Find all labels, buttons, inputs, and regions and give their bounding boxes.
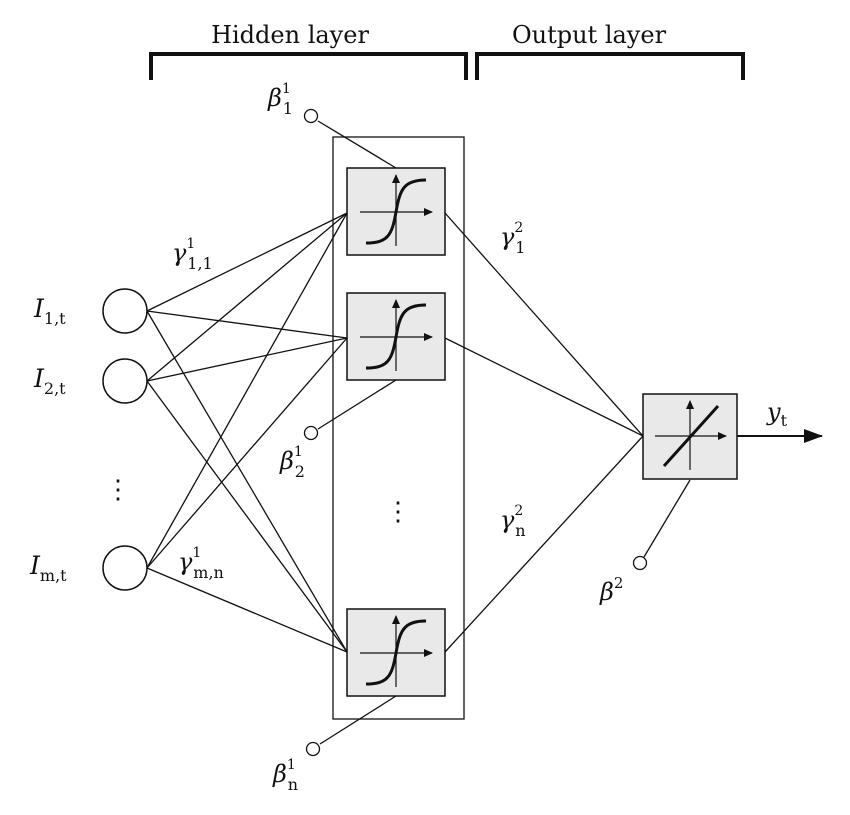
hidden-ellipsis: ⋮: [385, 497, 411, 527]
output-layer-bracket: [475, 52, 745, 80]
hidden-neuron-n: [346, 608, 446, 697]
bias-node-hidden-2: [303, 425, 319, 441]
input-label-1: I1,t: [33, 294, 66, 328]
weight-label-output-last: γ2 n: [500, 503, 526, 540]
input-label-m: Im,t: [29, 551, 67, 585]
sigmoid-curve-icon: [365, 303, 427, 370]
hidden-layer-frame: [332, 136, 465, 720]
input-neuron-2: [102, 358, 148, 404]
bias-node-hidden-n: [305, 741, 321, 757]
bias-label-hidden-n: β1 n: [272, 757, 298, 794]
bias-label-hidden-1: β1 1: [267, 81, 293, 118]
bias-label-output: β2: [599, 574, 623, 606]
input-neuron-m: [102, 545, 148, 591]
weight-label-hidden-last: γ1 m,n: [178, 545, 224, 582]
output-layer-header: Output layer: [512, 21, 667, 49]
hidden-neuron-1: [346, 167, 446, 256]
output-neuron: [642, 393, 738, 480]
input-neuron-1: [102, 288, 148, 334]
hidden-output-connections: [444, 212, 644, 653]
hidden-neuron-2: [346, 292, 446, 381]
input-hidden-connections: [146, 212, 348, 653]
sigmoid-curve-icon: [365, 178, 427, 245]
hidden-layer-bracket: [149, 52, 468, 80]
linear-activation-icon: [662, 404, 720, 468]
input-ellipsis: ⋮: [105, 475, 131, 505]
weight-label-hidden-first: γ1 1,1: [172, 236, 213, 273]
sigmoid-curve-icon: [365, 619, 427, 686]
bias-node-hidden-1: [303, 108, 319, 124]
bias-node-output: [632, 555, 648, 571]
output-label: yt: [766, 398, 788, 430]
bias-connectors: [303, 108, 691, 757]
hidden-layer-header: Hidden layer: [211, 21, 369, 49]
bias-label-hidden-2: β1 2: [279, 444, 305, 481]
input-label-2: I2,t: [33, 364, 66, 398]
weight-label-output-first: γ2 1: [500, 220, 525, 257]
